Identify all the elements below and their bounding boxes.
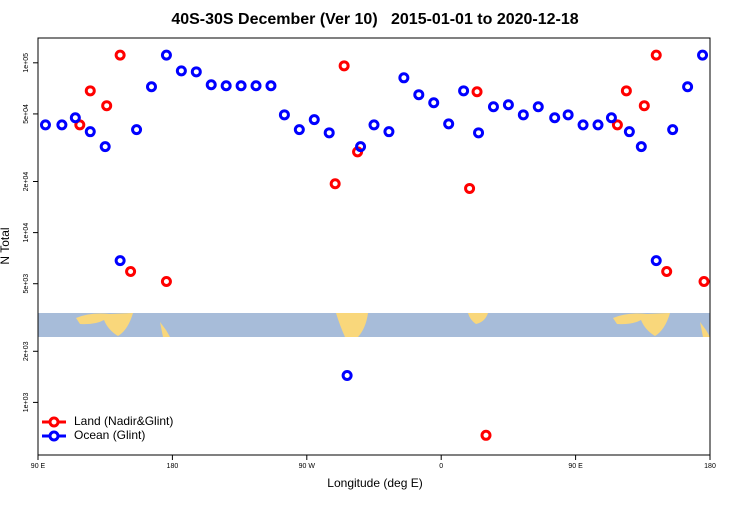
data-point [338,60,350,72]
y-tick-label: 5e+04 [23,104,30,124]
data-point [308,114,320,126]
data-point [145,81,157,93]
data-point [323,127,335,139]
data-point [114,255,126,267]
data-point [125,266,137,278]
plot-frame [37,37,711,456]
data-point [577,119,589,131]
data-point [114,49,126,61]
data-point [341,370,353,382]
data-point [329,178,341,190]
data-point [650,49,662,61]
data-point [250,80,262,92]
x-tick-label: 90 W [299,463,316,470]
y-tick-label: 1e+05 [23,53,30,73]
data-point [638,100,650,112]
x-axis-label: Longitude (deg E) [327,476,422,490]
land-shape [613,313,670,336]
x-tick-label: 90 E [31,463,46,470]
data-point [682,81,694,93]
data-point [443,118,455,130]
data-point [464,182,476,194]
x-tick-label: 90 E [568,463,583,470]
data-point [368,119,380,131]
data-point [487,101,499,113]
data-point [355,141,367,153]
data-point [650,255,662,267]
data-point [605,112,617,124]
data-point [620,85,632,97]
data-point [160,49,172,61]
data-point [293,124,305,136]
data-point [278,109,290,121]
data-point [517,109,529,121]
data-point [190,66,202,78]
data-point [383,126,395,138]
y-tick-label: 1e+03 [23,392,30,412]
data-point [398,72,410,84]
data-point [84,85,96,97]
land-shape [160,322,170,337]
data-point [458,85,470,97]
land-shape [468,313,488,324]
data-point [562,109,574,121]
data-point [131,124,143,136]
data-point [471,86,483,98]
land-shape [76,313,133,336]
legend-label: Land (Nadir&Glint) [74,414,173,428]
data-point [160,276,172,288]
data-point [84,126,96,138]
data-point [697,49,709,61]
data-point [101,100,113,112]
data-point [413,89,425,101]
data-point [635,141,647,153]
data-point [69,112,81,124]
data-point [265,80,277,92]
data-point [661,266,673,278]
data-point [39,119,51,131]
data-point [698,276,710,288]
land-shape [700,322,710,337]
map-band [38,313,710,337]
data-point [428,97,440,109]
data-point [99,141,111,153]
chart-title: 40S-30S December (Ver 10) 2015-01-01 to … [171,11,578,28]
data-point [611,119,623,131]
data-point [205,79,217,91]
data-point [623,126,635,138]
data-point [502,99,514,111]
data-point [220,80,232,92]
y-tick-label: 2e+04 [23,172,30,192]
x-tick-label: 0 [439,463,443,470]
data-point [473,127,485,139]
y-tick-label: 1e+04 [23,223,30,243]
y-tick-label: 2e+03 [23,341,30,361]
data-point [56,119,68,131]
data-point [592,119,604,131]
data-point [549,112,561,124]
y-tick-label: 5e+03 [23,274,30,294]
legend-marker [48,416,60,428]
data-point [480,429,492,441]
y-axis-label: N Total [0,227,12,264]
data-point [175,65,187,77]
legend-label: Ocean (Glint) [74,428,145,442]
x-tick-label: 180 [167,463,179,470]
data-point [667,124,679,136]
legend-marker [48,430,60,442]
land-shape [336,313,368,337]
ocean-band [38,313,710,337]
data-point [235,80,247,92]
x-tick-label: 180 [704,463,716,470]
data-point [532,101,544,113]
